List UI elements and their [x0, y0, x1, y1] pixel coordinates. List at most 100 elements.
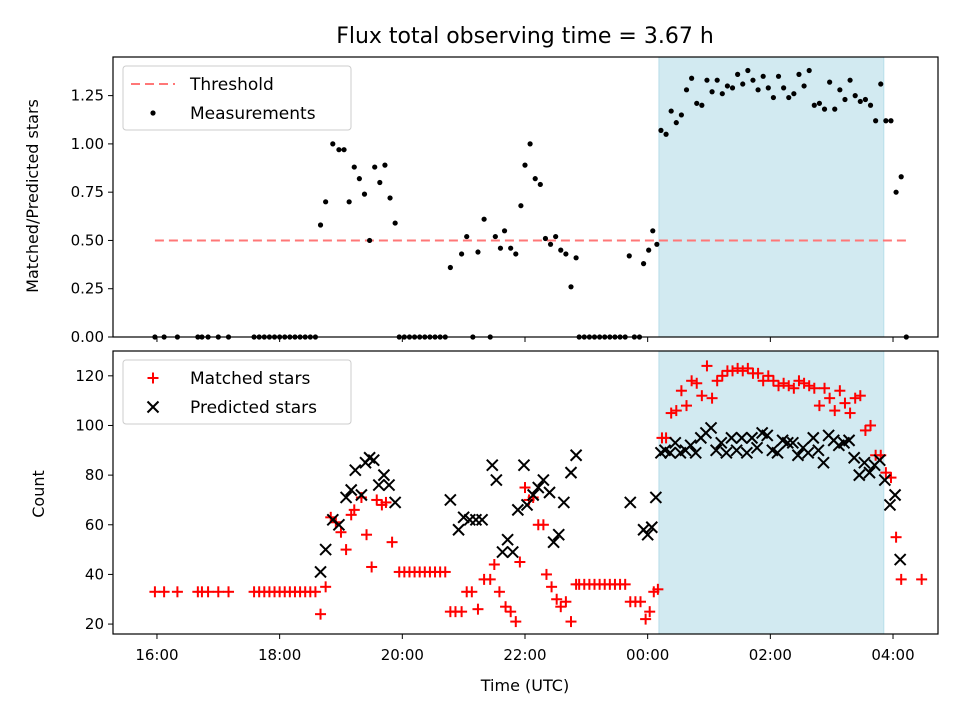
matched-star-point: [839, 397, 851, 409]
matched-star-point: [202, 586, 214, 598]
measurement-point: [464, 233, 470, 240]
measurement-point: [501, 228, 508, 234]
measurement-point: [704, 77, 710, 83]
measurement-point: [893, 189, 899, 195]
matched-star-point: [865, 419, 877, 431]
matched-star-point: [762, 370, 774, 382]
measurement-point: [547, 241, 554, 247]
measurement-point: [542, 235, 549, 242]
predicted-star-point: [314, 565, 327, 579]
predicted-star-point: [663, 446, 677, 459]
predicted-star-point: [645, 521, 658, 534]
matched-star-point: [560, 596, 572, 608]
matched-star-point: [849, 392, 861, 404]
bottom-y-tick-label: 80: [85, 466, 104, 484]
matched-star-point: [732, 362, 744, 374]
top-y-tick-label: 0.25: [71, 280, 104, 298]
matched-star-point: [466, 586, 478, 598]
measurement-point: [527, 141, 533, 147]
predicted-star-point: [367, 454, 380, 467]
predicted-star-point: [496, 545, 509, 559]
predicted-star-point: [537, 473, 550, 487]
measurement-point: [842, 96, 848, 103]
measurement-point: [750, 77, 756, 83]
measurement-point: [346, 199, 352, 205]
matched-star-point: [773, 380, 785, 392]
predicted-star-point: [444, 493, 457, 507]
measurement-point: [323, 199, 329, 205]
measurement-point: [781, 85, 787, 91]
matched-star-point: [340, 544, 352, 556]
predicted-star-point: [649, 491, 663, 504]
predicted-star-point: [344, 483, 358, 497]
measurement-point: [765, 85, 771, 91]
chart-title: Flux total observing time = 3.67 h: [336, 24, 714, 49]
measurement-point: [330, 141, 336, 147]
measurement-point: [852, 93, 858, 99]
measurement-point: [867, 102, 874, 108]
predicted-star-point: [475, 513, 489, 527]
predicted-star-point: [858, 456, 871, 469]
matched-star-point: [493, 586, 505, 598]
predicted-star-point: [709, 444, 723, 457]
measurement-point: [699, 102, 705, 108]
matched-star-point: [681, 400, 693, 412]
measurement-point: [791, 91, 797, 97]
matched-star-point: [519, 482, 531, 494]
matched-star-point: [315, 608, 327, 620]
predicted-star-point: [750, 441, 764, 455]
x-tick-label: 00:00: [626, 646, 669, 664]
measurement-point: [668, 108, 674, 114]
measurement-point: [709, 89, 715, 95]
measurement-point: [341, 147, 347, 153]
matched-star-point: [540, 568, 552, 580]
x-tick-label: 02:00: [749, 646, 792, 664]
measurement-point: [650, 228, 656, 234]
predicted-star-point: [532, 481, 545, 494]
measurement-point: [786, 94, 792, 101]
measurement-point: [678, 112, 685, 118]
matched-star-point: [644, 606, 656, 618]
predicted-star-point: [878, 473, 892, 487]
matched-star-point: [652, 583, 664, 595]
predicted-star-point: [684, 439, 697, 452]
matched-star-point: [767, 375, 779, 387]
measurement-point: [898, 174, 904, 180]
legend-predicted-symbol: [146, 400, 160, 414]
matched-star-point: [788, 382, 800, 394]
predicted-star-point: [720, 446, 733, 459]
legend-matched-symbol: [147, 372, 159, 384]
matched-star-point: [783, 380, 795, 392]
bottom-shaded-span: [658, 350, 885, 635]
predicted-star-point: [520, 498, 534, 512]
predicted-star-point: [801, 446, 815, 459]
matched-star-point: [546, 581, 558, 593]
measurement-point: [387, 195, 393, 201]
predicted-star-point: [547, 535, 560, 549]
measurement-point: [508, 245, 514, 251]
matched-star-point: [371, 494, 383, 506]
predicted-star-point: [624, 496, 637, 509]
measurement-point: [745, 67, 751, 74]
matched-star-point: [854, 390, 866, 402]
predicted-star-point: [786, 436, 800, 450]
x-tick-label: 16:00: [135, 646, 178, 664]
measurement-point: [537, 181, 543, 188]
top-legend-box: [122, 65, 352, 131]
measurement-point: [694, 100, 700, 106]
matched-star-point: [706, 392, 718, 404]
measurement-point: [336, 147, 342, 153]
x-tick-label: 22:00: [503, 646, 546, 664]
measurement-point: [816, 100, 823, 106]
predicted-star-point: [812, 444, 825, 457]
predicted-star-point: [669, 436, 682, 450]
predicted-star-point: [557, 496, 571, 509]
matched-star-point: [742, 362, 754, 374]
measurement-point: [518, 203, 524, 209]
measurement-point: [801, 83, 807, 89]
matched-star-point: [348, 504, 360, 516]
matched-star-point: [565, 616, 577, 628]
matched-star-point: [484, 573, 496, 585]
measurement-point: [719, 91, 725, 97]
matched-star-point: [844, 407, 856, 419]
